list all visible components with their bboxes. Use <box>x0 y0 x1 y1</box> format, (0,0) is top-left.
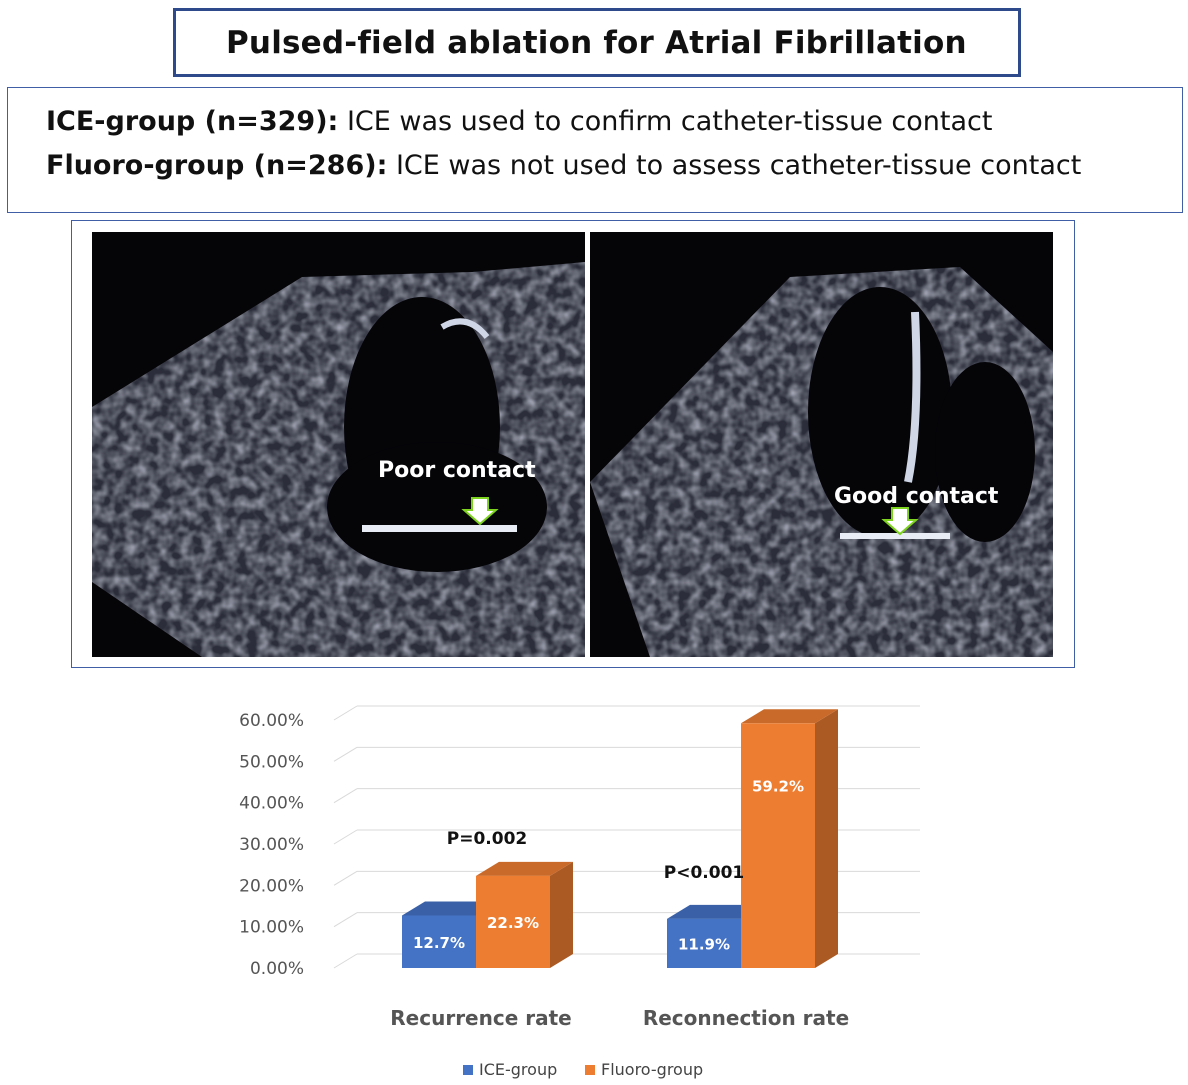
bar-top <box>402 901 499 916</box>
gridline-depth <box>333 788 358 804</box>
x-category-label: Reconnection rate <box>643 1006 849 1030</box>
good-contact-label: Good contact <box>834 484 999 509</box>
legend-fluoro-label: Fluoro-group <box>601 1060 704 1079</box>
y-tick-label: 0.00% <box>250 959 304 979</box>
gridline-depth <box>333 829 358 845</box>
page-title: Pulsed-field ablation for Atrial Fibrill… <box>226 24 967 61</box>
bar-data-label: 59.2% <box>752 778 804 796</box>
legend-ice-label: ICE-group <box>479 1060 558 1079</box>
y-tick-label: 50.00% <box>239 752 304 772</box>
fluoro-group-label: Fluoro-group (n=286): <box>46 150 388 181</box>
ice-image-poor-contact: Poor contact <box>92 232 585 657</box>
legend-fluoro-swatch <box>585 1064 595 1075</box>
good-contact-arrow <box>881 507 919 536</box>
fluoro-group-text: ICE was not used to assess catheter-tiss… <box>395 150 1082 181</box>
gridline-depth <box>333 870 358 886</box>
gridline-depth <box>333 746 358 762</box>
group-definitions: ICE-group (n=329): ICE was used to confi… <box>7 87 1183 213</box>
ice-group-label: ICE-group (n=329): <box>46 106 339 137</box>
bar-data-label: 12.7% <box>413 934 465 952</box>
legend-ice-swatch <box>463 1064 473 1075</box>
bar-chart-svg: 0.00% 10.00% 20.00% 30.00% 40.00% 50.00% 60.00… <box>239 705 920 1030</box>
y-tick-label: 20.00% <box>239 876 304 896</box>
ice-images-frame <box>71 220 1075 668</box>
bar-side <box>550 861 573 968</box>
x-category-label: Recurrence rate <box>390 1006 571 1030</box>
legend-ice: ICE-group <box>463 1060 557 1079</box>
bar-data-label: 22.3% <box>487 914 539 932</box>
bar <box>741 723 815 968</box>
ice-group-definition: ICE-group (n=329): ICE was used to confi… <box>46 106 992 137</box>
bar <box>667 918 741 968</box>
bar <box>476 875 550 968</box>
gridline-depth <box>333 953 358 969</box>
y-tick-label: 60.00% <box>239 711 304 731</box>
bar-top <box>667 904 764 919</box>
fluoro-group-definition: Fluoro-group (n=286): ICE was not used t… <box>46 150 1081 181</box>
y-tick-label: 30.00% <box>239 835 304 855</box>
gridline-depth <box>333 705 358 721</box>
bar-data-label: 11.9% <box>678 935 730 953</box>
legend-fluoro: Fluoro-group <box>585 1060 703 1079</box>
bar-top <box>741 709 838 724</box>
poor-contact-arrow <box>461 497 499 526</box>
recurrence-reconnection-chart: 0.00% 10.00% 20.00% 30.00% 40.00% 50.00% 60.00… <box>0 670 1188 1085</box>
bar-side <box>815 709 838 968</box>
y-tick-label: 10.00% <box>239 918 304 938</box>
y-tick-label: 40.00% <box>239 794 304 814</box>
gridline-depth <box>333 912 358 928</box>
ice-group-text: ICE was used to confirm catheter-tissue … <box>346 106 993 137</box>
p-value-annotation: P=0.002 <box>447 829 527 849</box>
bar-top <box>476 861 573 876</box>
title-box: Pulsed-field ablation for Atrial Fibrill… <box>173 8 1021 77</box>
bar <box>402 915 476 968</box>
p-value-annotation: P<0.001 <box>664 863 744 883</box>
ice-image-good-contact: Good contact <box>590 232 1053 657</box>
poor-contact-label: Poor contact <box>378 458 536 483</box>
